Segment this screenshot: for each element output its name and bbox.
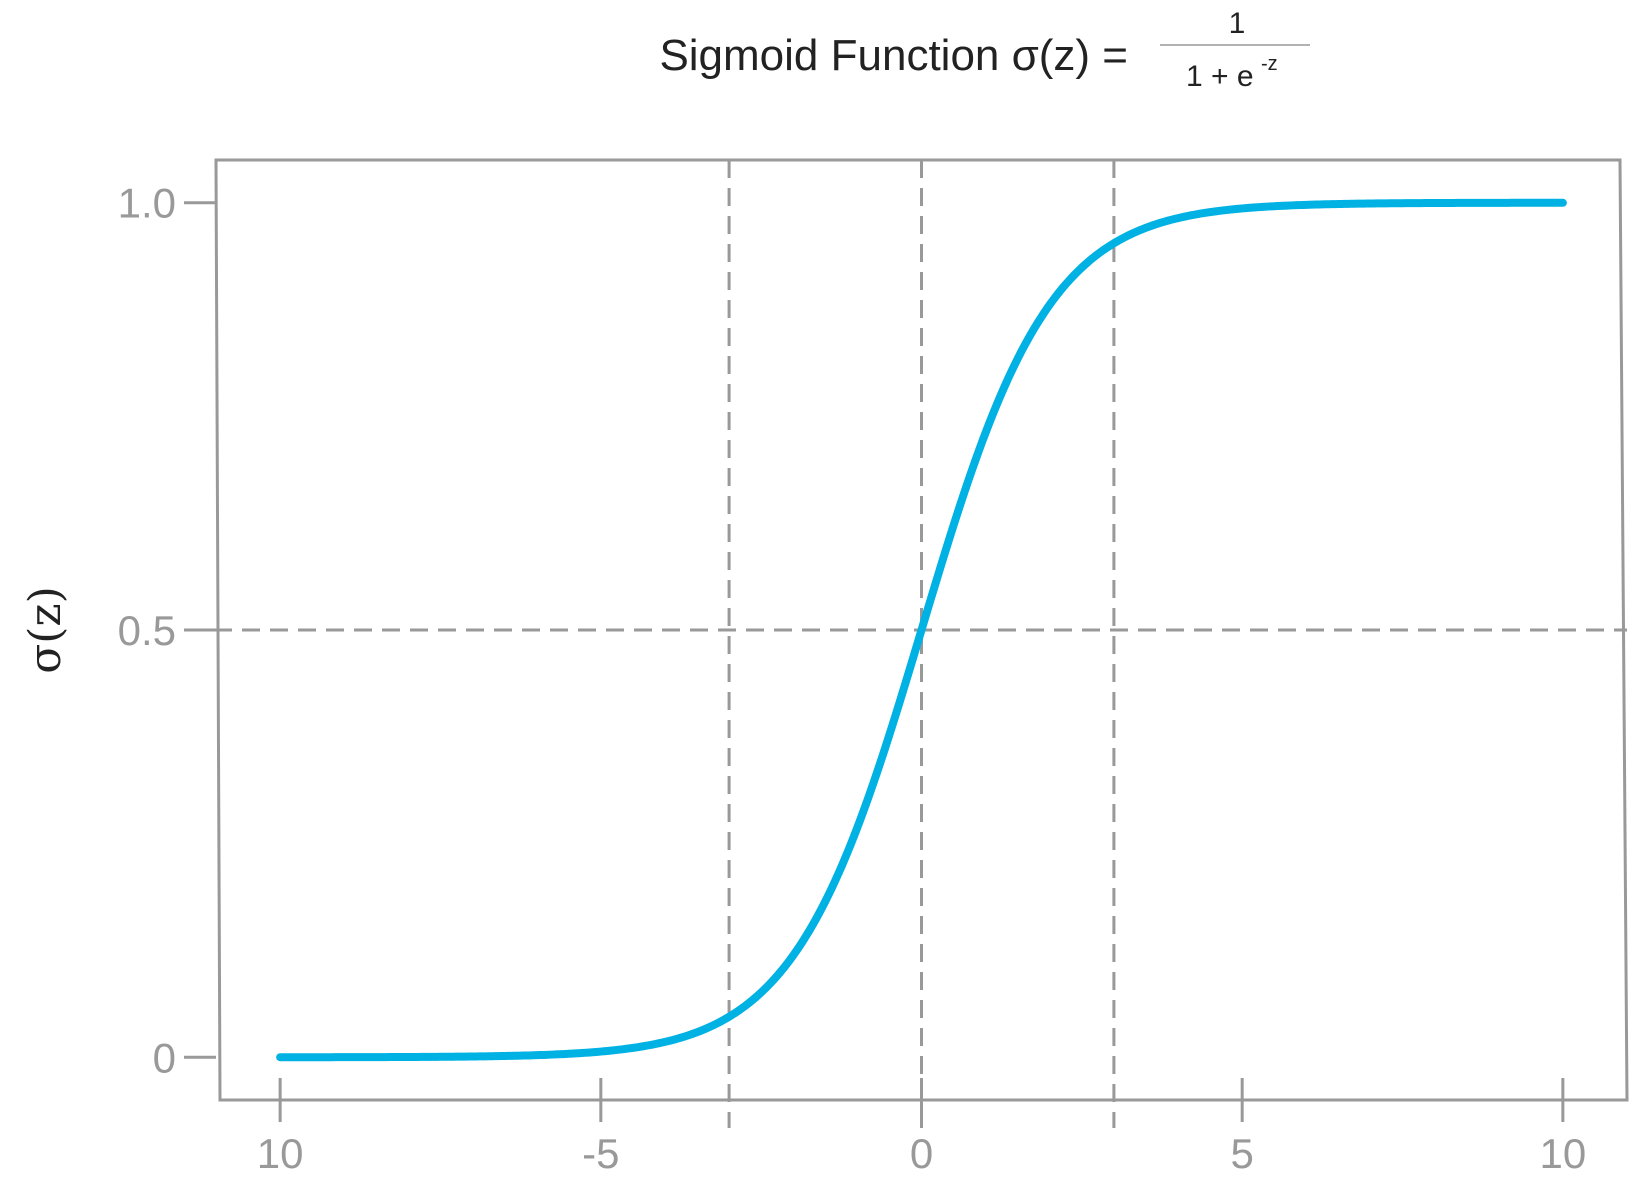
plot-frame xyxy=(214,158,1629,1102)
y-tick-label: 0 xyxy=(153,1034,176,1081)
x-tick-label: 10 xyxy=(257,1130,304,1177)
sigmoid-curve xyxy=(276,198,1567,1062)
chart-title: Sigmoid Function σ(z) = 1 1 + e -z xyxy=(659,7,1310,93)
x-tick-label: 0 xyxy=(910,1130,933,1177)
x-tick-label: 5 xyxy=(1231,1130,1254,1177)
y-axis-ticks: 0 0.5 1.0 xyxy=(118,180,216,1081)
x-axis-ticks: 10 -5 0 5 10 xyxy=(257,1078,1586,1177)
title-text: Sigmoid Function σ(z) = xyxy=(659,31,1128,80)
title-denominator-exponent: -z xyxy=(1261,53,1278,75)
y-axis-label: σ(z) xyxy=(20,586,71,674)
title-denominator: 1 + e xyxy=(1186,60,1254,93)
reference-lines xyxy=(186,160,1627,1128)
title-numerator: 1 xyxy=(1229,7,1246,40)
x-tick-label: -5 xyxy=(582,1130,619,1177)
x-tick-label: 10 xyxy=(1540,1130,1587,1177)
y-tick-label: 0.5 xyxy=(118,607,176,654)
y-tick-label: 1.0 xyxy=(118,180,176,227)
